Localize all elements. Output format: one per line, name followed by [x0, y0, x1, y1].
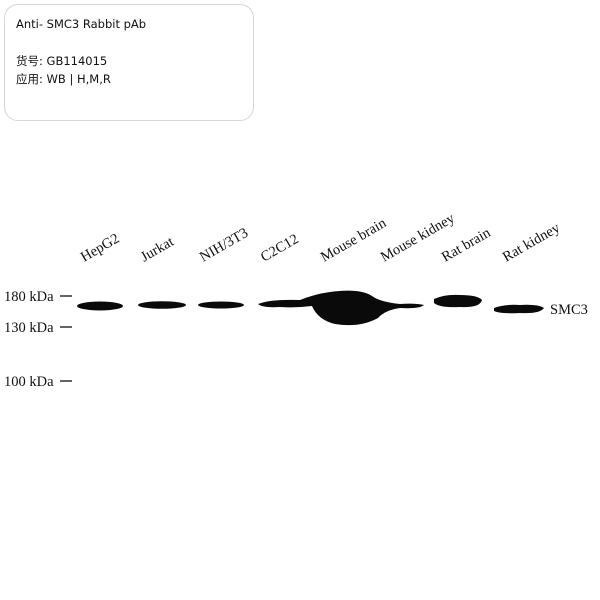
band	[77, 301, 123, 311]
catalog-label: 货号:	[16, 54, 43, 68]
application-label: 应用:	[16, 72, 43, 86]
lane-label: C2C12	[258, 231, 302, 265]
band	[434, 294, 482, 308]
bands	[77, 290, 544, 326]
lane-label: Rat kidney	[500, 220, 563, 266]
lane-label: HepG2	[78, 231, 122, 266]
product-title: Anti- SMC3 Rabbit pAb	[16, 17, 147, 31]
marker-label: 130 kDa	[4, 320, 54, 336]
band	[138, 301, 186, 309]
lane-label: NIH/3T3	[197, 225, 251, 265]
product-card: Anti- SMC3 Rabbit pAb 货号: GB114015 应用: W…	[4, 4, 254, 121]
application-value: WB | H,M,R	[46, 72, 111, 86]
band	[258, 290, 424, 326]
lane-label: Rat brain	[439, 224, 494, 265]
application-line: 应用: WB | H,M,R	[16, 71, 111, 87]
catalog-line: 货号: GB114015	[16, 53, 107, 69]
lane-label: Mouse brain	[318, 215, 390, 266]
markers: 180 kDa 130 kDa 100 kDa	[4, 289, 72, 390]
band	[198, 301, 244, 309]
lane-label: Jurkat	[138, 234, 177, 266]
marker-label: 180 kDa	[4, 289, 54, 305]
band-label: SMC3	[550, 302, 588, 318]
catalog-value: GB114015	[46, 54, 108, 68]
band	[494, 304, 544, 314]
lane-labels: HepG2 Jurkat NIH/3T3 C2C12 Mouse brain M…	[78, 210, 563, 266]
marker-label: 100 kDa	[4, 374, 54, 390]
